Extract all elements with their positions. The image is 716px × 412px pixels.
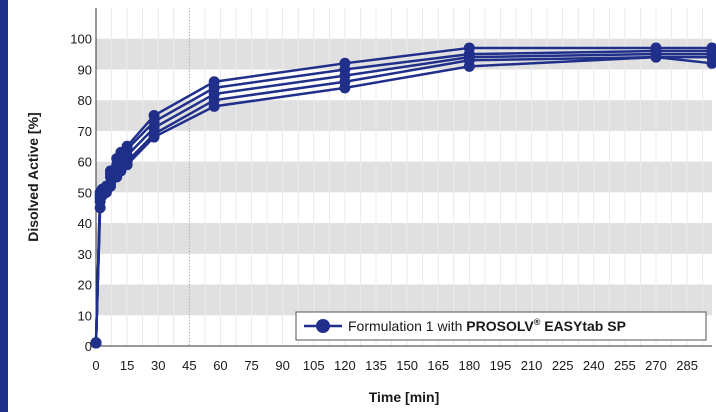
y-tick-label: 30 bbox=[78, 247, 92, 262]
band bbox=[96, 161, 712, 193]
x-tick-label: 0 bbox=[92, 358, 99, 373]
x-tick-label: 150 bbox=[396, 358, 418, 373]
band bbox=[96, 284, 712, 316]
x-tick-label: 75 bbox=[244, 358, 258, 373]
x-tick-label: 105 bbox=[303, 358, 325, 373]
y-axis-title: Disolved Active [%] bbox=[25, 112, 41, 241]
left-accent-bar bbox=[0, 0, 8, 412]
x-tick-label: 285 bbox=[676, 358, 698, 373]
x-tick-label: 225 bbox=[552, 358, 574, 373]
x-tick-label: 210 bbox=[521, 358, 543, 373]
legend: Formulation 1 with PROSOLV® EASYtab SP bbox=[295, 311, 707, 341]
data-point bbox=[463, 60, 475, 72]
legend-box bbox=[295, 311, 707, 341]
x-tick-label: 195 bbox=[490, 358, 512, 373]
x-tick-label: 165 bbox=[427, 358, 449, 373]
x-tick-label: 135 bbox=[365, 358, 387, 373]
y-tick-label: 90 bbox=[78, 62, 92, 77]
data-point bbox=[105, 180, 117, 192]
x-tick-label: 45 bbox=[182, 358, 196, 373]
x-axis-title: Time [min] bbox=[369, 389, 440, 405]
x-tick-label: 255 bbox=[614, 358, 636, 373]
y-tick-label: 60 bbox=[78, 155, 92, 170]
y-tick-label: 100 bbox=[70, 32, 92, 47]
background-bands bbox=[96, 38, 712, 316]
x-tick-label: 30 bbox=[151, 358, 165, 373]
data-point bbox=[121, 159, 133, 171]
y-tick-label: 80 bbox=[78, 93, 92, 108]
x-tick-label: 90 bbox=[275, 358, 289, 373]
y-tick-label: 50 bbox=[78, 185, 92, 200]
x-tick-label: 180 bbox=[458, 358, 480, 373]
x-tick-label: 240 bbox=[583, 358, 605, 373]
x-tick-label: 15 bbox=[120, 358, 134, 373]
data-point bbox=[650, 51, 662, 63]
data-point bbox=[339, 82, 351, 94]
data-point bbox=[706, 57, 716, 69]
x-tick-label: 60 bbox=[213, 358, 227, 373]
series-5 bbox=[90, 51, 716, 349]
y-tick-label: 0 bbox=[85, 339, 92, 354]
data-point bbox=[208, 100, 220, 112]
legend-marker bbox=[316, 319, 330, 333]
y-tick-label: 20 bbox=[78, 278, 92, 293]
tick-labels: 0 10 20 30 40 50 60 70 80 90 100 0 15 30 45 60 75 90 105 12… bbox=[70, 32, 698, 373]
grid-lines bbox=[111, 8, 704, 346]
band bbox=[96, 223, 712, 254]
data-point bbox=[148, 131, 160, 143]
x-tick-label: 270 bbox=[645, 358, 667, 373]
y-tick-label: 70 bbox=[78, 124, 92, 139]
data-point bbox=[90, 337, 102, 349]
x-tick-label: 120 bbox=[334, 358, 356, 373]
y-tick-label: 10 bbox=[78, 308, 92, 323]
series-group bbox=[90, 42, 716, 349]
legend-label: Formulation 1 with PROSOLV® EASYtab SP bbox=[348, 317, 626, 334]
axis-titles: Time [min] Disolved Active [%] bbox=[25, 112, 439, 405]
y-tick-label: 40 bbox=[78, 216, 92, 231]
